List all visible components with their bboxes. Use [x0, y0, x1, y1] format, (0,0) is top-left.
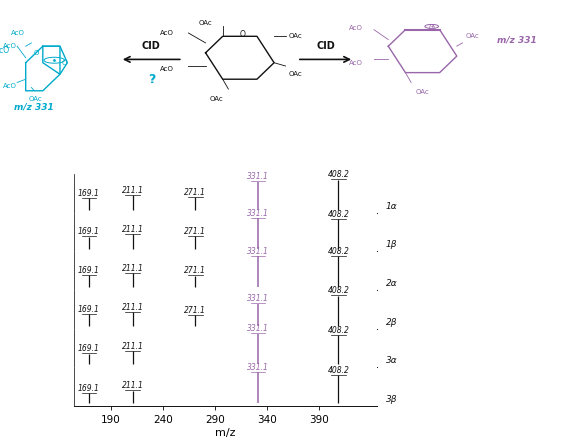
Text: OAc: OAc: [29, 96, 42, 102]
Text: OAc: OAc: [416, 89, 429, 95]
Text: AcO: AcO: [160, 30, 174, 36]
Text: 169.1: 169.1: [78, 227, 100, 236]
Text: 331.1: 331.1: [247, 209, 269, 218]
Text: AcO: AcO: [3, 83, 17, 89]
Text: 408.2: 408.2: [328, 286, 349, 295]
Text: AcO: AcO: [11, 30, 25, 36]
Text: 331.1: 331.1: [247, 324, 269, 333]
Text: 408.2: 408.2: [328, 170, 349, 179]
Text: ?: ?: [148, 73, 155, 86]
Text: 408.2: 408.2: [328, 247, 349, 256]
Text: CID: CID: [316, 41, 335, 51]
Text: 211.1: 211.1: [122, 264, 144, 273]
Text: AcO: AcO: [3, 43, 17, 49]
Text: 169.1: 169.1: [78, 305, 100, 314]
Text: 169.1: 169.1: [78, 384, 100, 392]
Text: 169.1: 169.1: [78, 344, 100, 353]
Text: OAc: OAc: [465, 33, 479, 39]
Text: 408.2: 408.2: [328, 326, 349, 335]
Text: m/z 331: m/z 331: [14, 103, 54, 112]
Text: AcO: AcO: [0, 46, 10, 55]
Text: 331.1: 331.1: [247, 247, 269, 256]
Text: 1α: 1α: [386, 202, 397, 211]
Text: 408.2: 408.2: [328, 210, 349, 219]
Text: 211.1: 211.1: [122, 303, 144, 312]
X-axis label: m/z: m/z: [215, 428, 236, 438]
Text: 3β: 3β: [386, 395, 397, 404]
Text: O: O: [33, 50, 39, 56]
Text: 2α: 2α: [386, 279, 397, 288]
Text: 271.1: 271.1: [184, 187, 206, 197]
Text: 211.1: 211.1: [122, 342, 144, 351]
Text: 2β: 2β: [386, 318, 397, 326]
Text: OAc: OAc: [288, 33, 302, 39]
Text: O: O: [240, 30, 246, 39]
Text: AcO: AcO: [349, 25, 363, 31]
Text: 1β: 1β: [386, 240, 397, 249]
Text: 331.1: 331.1: [247, 363, 269, 372]
Text: O: O: [428, 24, 434, 33]
Text: OAc: OAc: [210, 96, 224, 102]
Text: OAc: OAc: [199, 21, 212, 26]
Text: +: +: [429, 24, 434, 29]
Text: 169.1: 169.1: [78, 266, 100, 275]
Text: 331.1: 331.1: [247, 294, 269, 303]
Text: 271.1: 271.1: [184, 227, 206, 236]
Text: 271.1: 271.1: [184, 306, 206, 314]
Text: CID: CID: [142, 41, 160, 51]
Text: AcO: AcO: [160, 66, 174, 72]
Text: 408.2: 408.2: [328, 366, 349, 375]
Text: OAc: OAc: [288, 71, 302, 77]
Text: 271.1: 271.1: [184, 266, 206, 275]
Text: 3α: 3α: [386, 356, 397, 365]
Text: O: O: [61, 60, 67, 66]
Text: m/z 331: m/z 331: [497, 35, 537, 44]
Text: AcO: AcO: [349, 60, 363, 66]
Text: 169.1: 169.1: [78, 189, 100, 198]
Text: 211.1: 211.1: [122, 186, 144, 195]
Text: 331.1: 331.1: [247, 173, 269, 182]
Text: 211.1: 211.1: [122, 225, 144, 234]
Text: 211.1: 211.1: [122, 381, 144, 390]
